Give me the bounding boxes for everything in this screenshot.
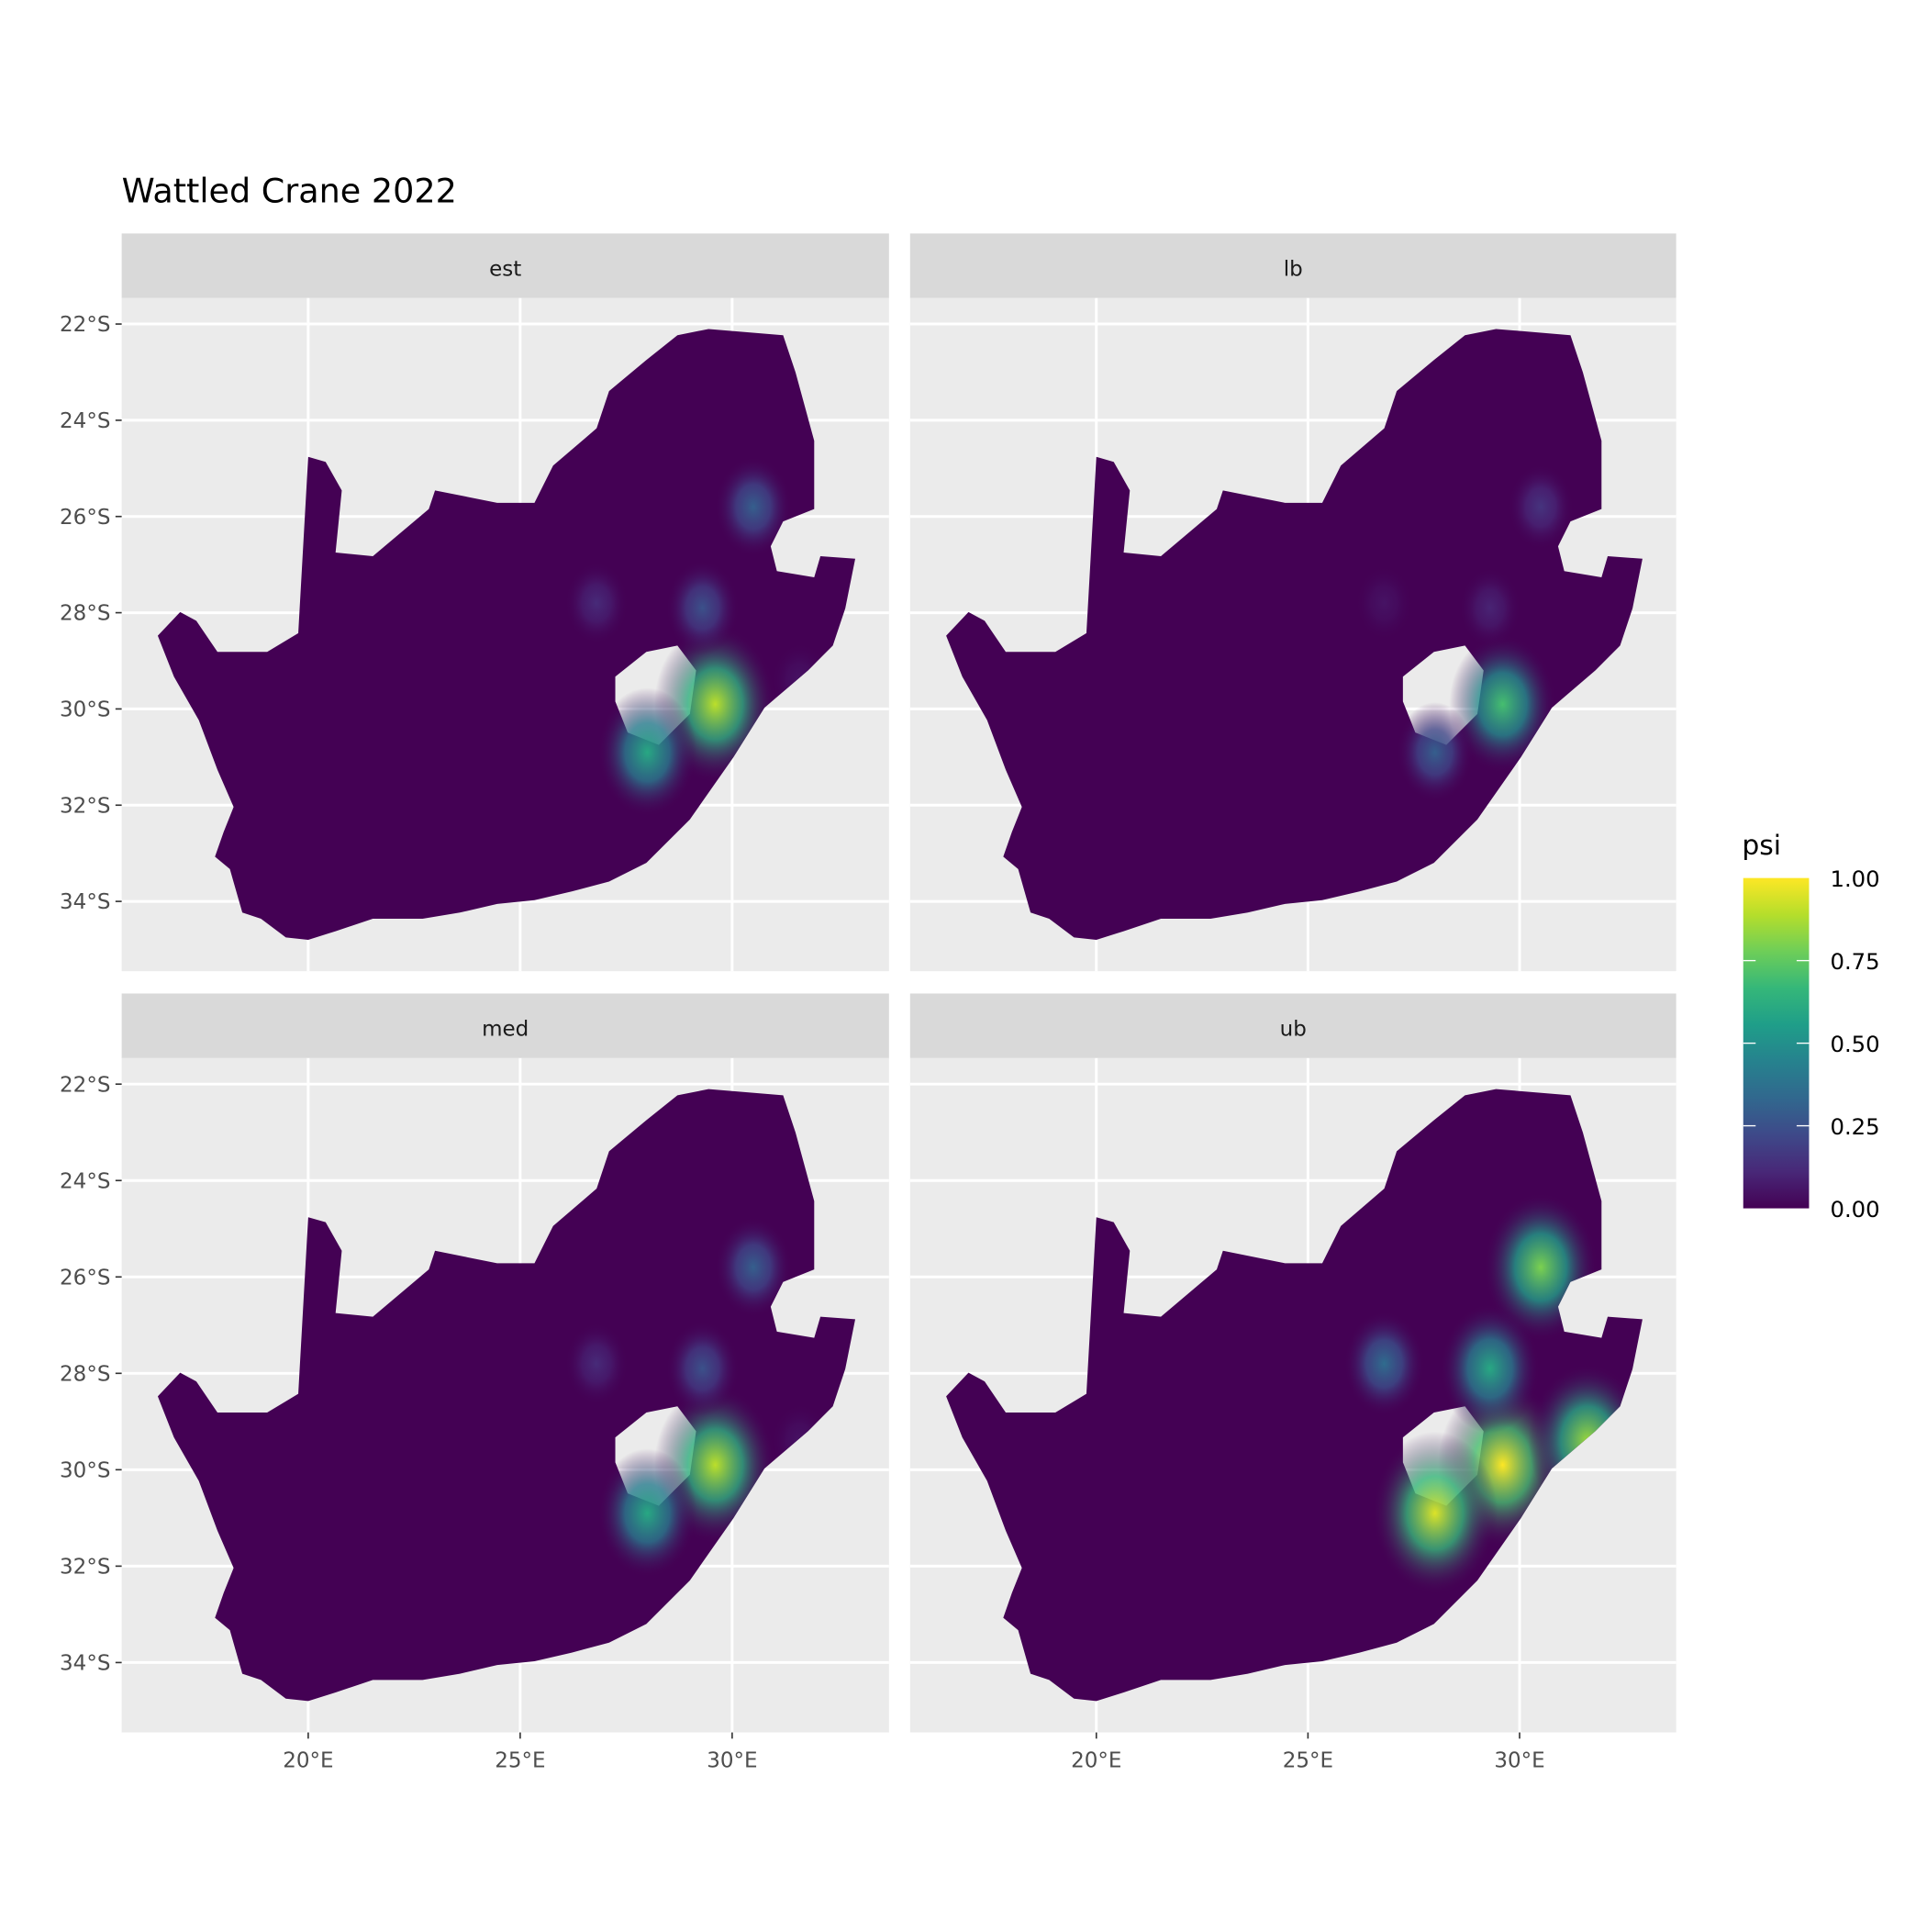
y-tick-label: 28°S bbox=[60, 602, 110, 626]
y-tick-label: 24°S bbox=[60, 1169, 110, 1193]
y-tick-label: 32°S bbox=[60, 794, 110, 818]
legend-break-label: 0.75 bbox=[1830, 948, 1879, 975]
hotspot-ne-free-state bbox=[665, 560, 740, 656]
facet-strip bbox=[121, 233, 889, 298]
facet-panel-lb: lb bbox=[909, 233, 1676, 972]
country-raster bbox=[946, 329, 1643, 941]
x-tick-label: 25°E bbox=[495, 1748, 545, 1772]
hotspot-mpumalanga bbox=[715, 456, 792, 557]
facet-label: est bbox=[489, 257, 521, 281]
legend-title: psi bbox=[1742, 830, 1781, 862]
x-tick-label: 20°E bbox=[283, 1748, 333, 1772]
hotspot-highveld bbox=[1354, 564, 1414, 642]
facet-label: med bbox=[482, 1017, 529, 1041]
hotspot-kzn-midlands bbox=[1449, 634, 1556, 774]
facet-panel-ub: ub 20°E 25°E 30°E bbox=[909, 993, 1676, 1772]
legend-break-label: 0.50 bbox=[1830, 1031, 1879, 1057]
y-tick-label: 22°S bbox=[60, 313, 110, 337]
hotspot-highveld bbox=[1343, 1311, 1425, 1416]
y-tick-label: 24°S bbox=[60, 409, 110, 433]
facet-panel-est: est 22°S 24°S 26°S 28°S 30°S 32°S 34°S bbox=[60, 233, 889, 972]
y-tick-label: 32°S bbox=[60, 1555, 110, 1579]
hotspot-mpumalanga bbox=[1508, 463, 1574, 550]
y-tick-label: 30°S bbox=[60, 698, 110, 722]
x-tick-label: 25°E bbox=[1283, 1748, 1333, 1772]
hotspot-ne-free-state bbox=[1440, 1303, 1540, 1434]
facet-strip bbox=[121, 993, 889, 1058]
hotspot-mpumalanga bbox=[715, 1217, 792, 1318]
hotspot-ne-free-state bbox=[1458, 567, 1521, 649]
hotspot-highveld bbox=[564, 562, 629, 645]
facet-label: lb bbox=[1284, 257, 1303, 281]
facet-strip bbox=[909, 233, 1676, 298]
hotspot-ne-eastern-cape bbox=[597, 687, 697, 817]
y-tick-label: 26°S bbox=[60, 506, 110, 530]
chart-title: Wattled Crane 2022 bbox=[122, 172, 457, 211]
y-tick-label: 34°S bbox=[60, 1652, 110, 1676]
legend: psi 0.00 0.25 0.50 0.75 1.00 bbox=[1742, 830, 1879, 1223]
hotspot-highveld bbox=[564, 1322, 629, 1405]
hotspot-ne-free-state bbox=[665, 1321, 740, 1416]
y-tick-label: 30°S bbox=[60, 1458, 110, 1482]
x-tick-label: 30°E bbox=[707, 1748, 757, 1772]
facet-label: ub bbox=[1280, 1017, 1307, 1041]
legend-break-label: 0.25 bbox=[1830, 1113, 1879, 1140]
hotspot-ne-eastern-cape bbox=[597, 1448, 697, 1578]
x-tick-label: 30°E bbox=[1494, 1748, 1544, 1772]
facet-panel-med: med 20°E 25°E 30°E 22°S 24°S 26°S 28°S 30°S 32°S 3… bbox=[60, 993, 889, 1772]
x-tick-label: 20°E bbox=[1071, 1748, 1121, 1772]
hotspot-ne-eastern-cape bbox=[1396, 702, 1474, 803]
y-tick-label: 22°S bbox=[60, 1073, 110, 1097]
y-tick-label: 34°S bbox=[60, 890, 110, 914]
hotspot-ne-eastern-cape bbox=[1372, 1431, 1498, 1595]
facet-strip bbox=[909, 993, 1676, 1058]
legend-break-label: 0.00 bbox=[1830, 1196, 1879, 1223]
y-tick-label: 26°S bbox=[60, 1266, 110, 1290]
y-tick-label: 28°S bbox=[60, 1362, 110, 1386]
legend-break-label: 1.00 bbox=[1830, 865, 1879, 892]
